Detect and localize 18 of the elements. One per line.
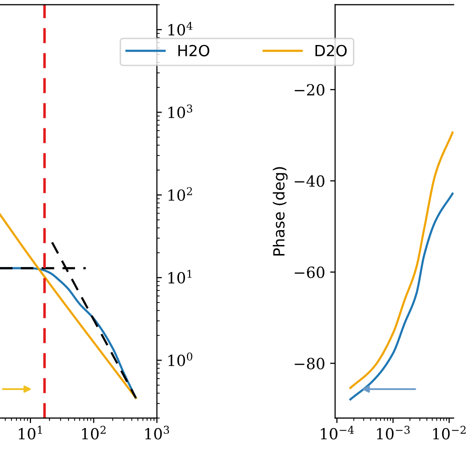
y-tick-label: −80 bbox=[294, 358, 324, 370]
legend-label: H2O bbox=[178, 44, 210, 56]
x-tick-label: 10$^{−2}$ bbox=[433, 426, 466, 440]
y-tick-label: 10$^{3}$ bbox=[168, 104, 192, 118]
y-axis-title: Phase (deg) bbox=[272, 167, 288, 256]
y-tick-label: −20 bbox=[294, 84, 324, 96]
y-tick-label: −60 bbox=[294, 266, 324, 278]
y-tick-label: 10$^{4}$ bbox=[168, 22, 192, 36]
x-tick-label: 10$^{−3}$ bbox=[377, 426, 410, 440]
y-tick-label: −40 bbox=[294, 175, 324, 187]
x-tick-label: 10$^{−4}$ bbox=[320, 426, 354, 440]
y-tick-label: 10$^{2}$ bbox=[168, 187, 192, 201]
x-tick-label: 10$^{1}$ bbox=[18, 426, 42, 440]
x-tick-label: 10$^{3}$ bbox=[145, 426, 170, 440]
y-tick-label: 10$^{1}$ bbox=[168, 270, 192, 284]
y-tick-label: 10$^{0}$ bbox=[168, 352, 192, 366]
legend-label: D2O bbox=[316, 44, 347, 56]
x-tick-label: 10$^{2}$ bbox=[82, 426, 106, 440]
